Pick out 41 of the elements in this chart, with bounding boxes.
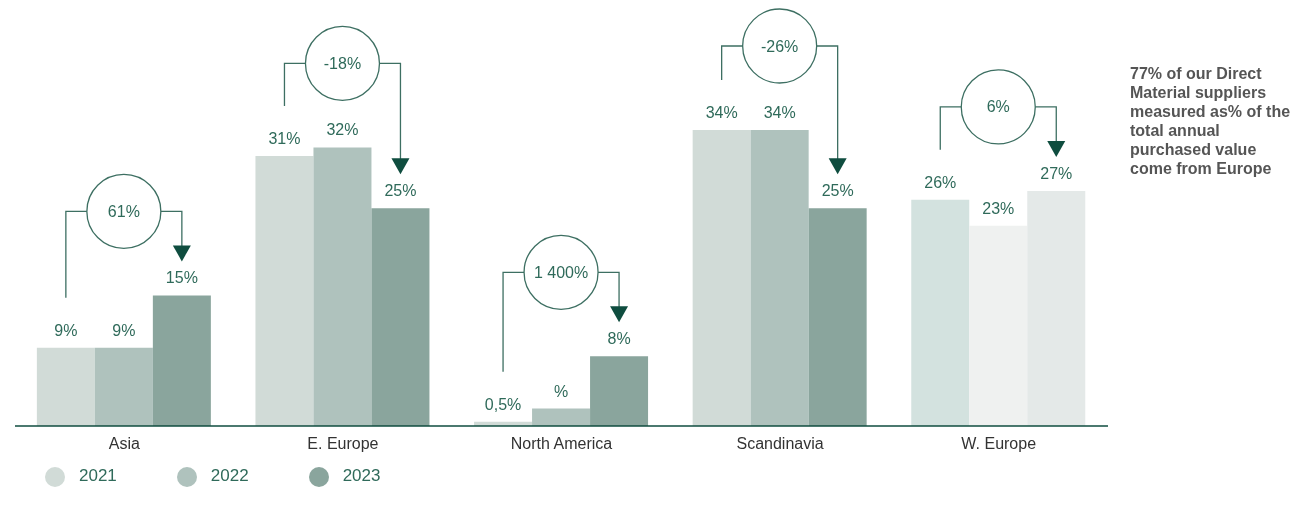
data-label: 23% bbox=[982, 199, 1015, 217]
data-label: 34% bbox=[705, 104, 738, 121]
text: -18% bbox=[323, 54, 362, 72]
x-tick-label: W. Europe bbox=[961, 435, 1037, 453]
annotation: 61% bbox=[107, 202, 140, 220]
data-label: 34% bbox=[763, 104, 796, 121]
x-tick-label: E. Europe bbox=[307, 435, 379, 453]
bar bbox=[692, 130, 751, 426]
x-tick-label: Scandinavia bbox=[736, 435, 824, 453]
data-label: % bbox=[553, 382, 569, 400]
data-label: 0,5% bbox=[484, 395, 522, 413]
x-tick-label: North America bbox=[510, 435, 613, 453]
bar bbox=[371, 208, 430, 426]
data-label: 32% bbox=[326, 121, 359, 139]
legend-label: 2023 bbox=[342, 466, 381, 485]
bar bbox=[94, 347, 153, 426]
data-label: 31% bbox=[268, 130, 301, 148]
data-label: 26% bbox=[924, 173, 957, 191]
data-label: 8% bbox=[607, 330, 631, 348]
text: -26% bbox=[760, 37, 799, 55]
bar bbox=[590, 356, 649, 426]
bar bbox=[313, 147, 372, 426]
text: 6% bbox=[986, 98, 1010, 116]
bar bbox=[750, 130, 809, 426]
bar bbox=[808, 208, 867, 426]
x-tick-label: Asia bbox=[108, 435, 140, 453]
legend-label: 2022 bbox=[210, 466, 249, 485]
data-label: 9% bbox=[54, 321, 78, 339]
data-label: 25% bbox=[821, 182, 854, 200]
annotation: 1 400% bbox=[533, 263, 589, 281]
data-label: 9% bbox=[112, 321, 136, 339]
legend-label: 2021 bbox=[79, 466, 117, 485]
bar bbox=[152, 295, 211, 426]
data-label: 25% bbox=[384, 182, 417, 200]
bar bbox=[532, 408, 591, 426]
bar bbox=[911, 199, 970, 426]
data-label: 15% bbox=[165, 269, 198, 287]
bar bbox=[255, 156, 314, 426]
data-label: 27% bbox=[1040, 164, 1073, 182]
text: 77% of our Direct Material suppliers measured as% of the total annual purchased value come from Europe bbox=[1130, 64, 1292, 178]
bar bbox=[36, 347, 95, 426]
